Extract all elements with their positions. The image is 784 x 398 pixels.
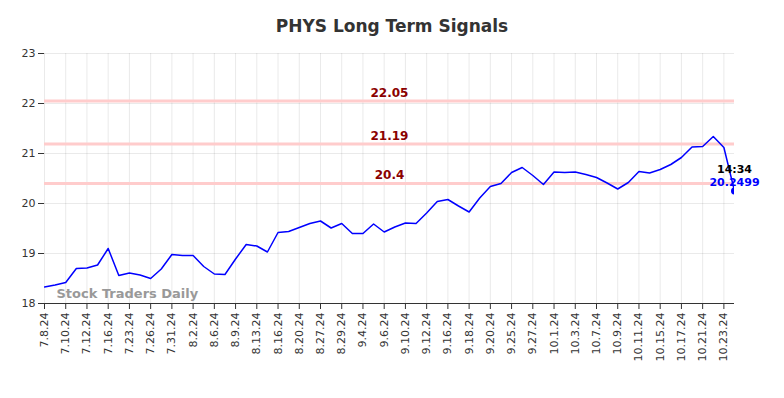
svg-text:10.15.24: 10.15.24	[654, 312, 667, 361]
svg-text:7.26.24: 7.26.24	[144, 313, 157, 355]
svg-text:21: 21	[22, 147, 36, 160]
svg-text:10.7.24: 10.7.24	[590, 313, 603, 355]
svg-text:7.16.24: 7.16.24	[102, 313, 115, 355]
svg-text:8.2.24: 8.2.24	[187, 313, 200, 348]
svg-text:19: 19	[22, 247, 36, 260]
svg-text:9.27.24: 9.27.24	[526, 313, 539, 355]
svg-text:23: 23	[22, 47, 36, 60]
svg-text:Stock Traders Daily: Stock Traders Daily	[57, 286, 199, 301]
svg-text:20: 20	[22, 197, 36, 210]
svg-text:22.05: 22.05	[371, 86, 409, 100]
svg-text:8.16.24: 8.16.24	[272, 313, 285, 355]
svg-text:9.10.24: 9.10.24	[399, 313, 412, 355]
svg-text:20.2499: 20.2499	[709, 176, 759, 189]
svg-text:9.20.24: 9.20.24	[484, 313, 497, 355]
svg-text:14:34: 14:34	[717, 163, 752, 176]
svg-text:10.11.24: 10.11.24	[632, 312, 645, 361]
html-text:PHYS Long Term Signals: PHYS Long Term Signals	[275, 16, 509, 36]
svg-text:8.27.24: 8.27.24	[314, 313, 327, 355]
svg-text:10.3.24: 10.3.24	[569, 313, 582, 355]
svg-text:18: 18	[22, 297, 36, 310]
svg-text:9.18.24: 9.18.24	[463, 313, 476, 355]
svg-text:8.13.24: 8.13.24	[250, 313, 263, 355]
svg-text:7.31.24: 7.31.24	[165, 313, 178, 355]
svg-text:22: 22	[22, 97, 36, 110]
svg-text:7.12.24: 7.12.24	[80, 313, 93, 355]
svg-text:8.6.24: 8.6.24	[208, 313, 221, 348]
svg-text:10.21.24: 10.21.24	[696, 312, 709, 361]
svg-text:10.23.24: 10.23.24	[717, 312, 730, 361]
svg-text:8.29.24: 8.29.24	[335, 313, 348, 355]
svg-text:9.4.24: 9.4.24	[356, 313, 369, 348]
svg-text:9.6.24: 9.6.24	[378, 313, 391, 348]
svg-text:7.8.24: 7.8.24	[38, 313, 51, 348]
svg-text:10.1.24: 10.1.24	[548, 313, 561, 355]
svg-text:7.23.24: 7.23.24	[123, 313, 136, 355]
svg-text:20.4: 20.4	[375, 168, 405, 182]
svg-text:10.17.24: 10.17.24	[675, 312, 688, 361]
svg-text:8.20.24: 8.20.24	[293, 313, 306, 355]
svg-text:8.9.24: 8.9.24	[229, 313, 242, 348]
svg-text:9.12.24: 9.12.24	[420, 313, 433, 355]
svg-text:21.19: 21.19	[371, 129, 409, 143]
svg-text:9.16.24: 9.16.24	[441, 313, 454, 355]
svg-text:7.10.24: 7.10.24	[59, 313, 72, 355]
svg-text:10.9.24: 10.9.24	[611, 313, 624, 355]
svg-text:9.25.24: 9.25.24	[505, 313, 518, 355]
